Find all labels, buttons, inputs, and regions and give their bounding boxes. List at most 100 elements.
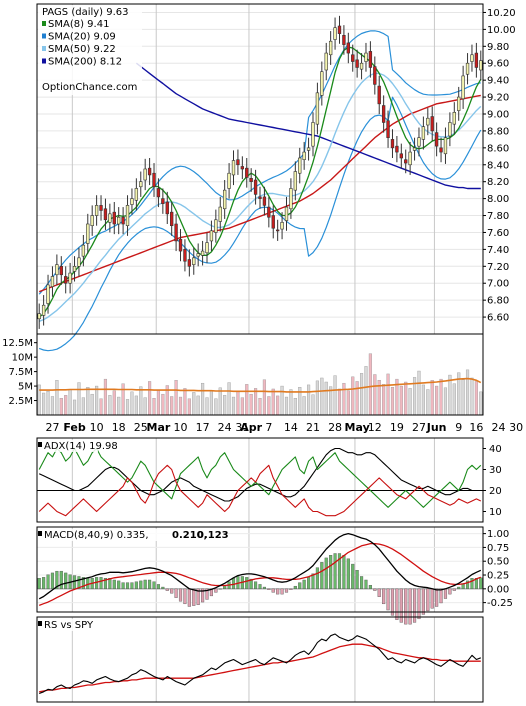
volume-bar [417,370,421,416]
volume-bar [240,397,244,416]
volume-tick-label: 7.5M [8,367,33,378]
volume-bar [373,374,377,416]
candle-down [342,35,346,45]
x-tick-label: 10 [174,421,188,434]
candle-up [320,71,324,96]
adx-panel-frame [36,437,484,523]
macd-histogram-bar [64,572,68,590]
volume-bar [72,399,77,416]
macd-histogram-bar [152,581,156,590]
volume-bar [143,397,147,416]
macd-histogram-bar [174,588,178,598]
candle-up [284,206,289,221]
rs-panel-frame [36,616,484,703]
volume-bar [201,382,205,416]
volume-bar [355,381,359,416]
price-tick-label: 9.00 [487,110,509,121]
macd-histogram-bar [329,555,333,590]
macd-histogram-bar [117,580,121,590]
macd-histogram-bar [417,588,421,620]
macd-histogram-bar [280,588,284,595]
price-tick-label: 6.80 [487,296,509,307]
candle-up [192,257,196,265]
volume-bar [183,388,187,416]
rs-title: RS vs SPY [44,620,94,631]
volume-tick-label: 10M [12,353,33,364]
x-tick-label: 10 [90,421,104,434]
volume-bar [399,385,403,416]
candle-up [46,284,50,304]
macd-histogram-bar [412,588,417,623]
price-tick-label: 8.80 [487,126,509,137]
x-tick-label: Apr [240,421,262,434]
candle-up [205,242,209,254]
volume-bar [130,391,134,416]
candle-up [448,122,452,137]
candle-down [170,211,174,226]
macd-histogram-bar [37,578,41,590]
candle-up [280,222,284,230]
candle-up [108,213,112,223]
macd-histogram-bar [408,588,412,625]
macd-histogram-bar [245,577,249,590]
candle-up [81,244,86,257]
legend-entry: SMA(50) 9.22 [48,44,116,55]
macd-histogram-bar [479,577,483,590]
macd-histogram-bar [165,588,169,591]
candle-down [165,201,169,215]
x-tick-label: 28 [328,421,342,434]
volume-bar [346,390,350,416]
volume-bar [262,379,266,416]
macd-histogram-bar [364,579,368,590]
candle-down [59,266,63,276]
x-tick-label: 7 [265,421,272,434]
candle-up [461,75,465,100]
candle-down [64,276,68,284]
volume-bar [68,389,72,416]
candle-up [421,126,426,140]
volume-bar [289,389,293,416]
price-tick-label: 8.40 [487,160,509,171]
macd-histogram-bar [302,579,306,590]
price-tick-label: 10.20 [487,8,516,19]
candle-up [479,60,483,71]
price-tick-label: 7.20 [487,262,509,273]
volume-bar [284,396,289,416]
sma50-line [38,94,481,293]
macd-histogram-bar [99,577,103,590]
x-tick-label: 12 [368,421,382,434]
candle-down [271,215,275,229]
rs-line [39,633,481,695]
candle-down [404,159,408,164]
macd-histogram-value: 0.123 [197,530,229,541]
macd-histogram-bar [59,570,63,590]
candle-up [68,272,72,284]
macd-histogram-bar [50,572,55,590]
candle-up [72,266,77,272]
candle-down [258,196,262,199]
candle-up [86,223,90,244]
macd-histogram-bar [368,585,372,590]
legend-swatch [42,58,46,64]
x-tick-label: 19 [390,421,404,434]
volume-bar [337,388,342,416]
candle-down [161,198,165,204]
macd-histogram-bar [178,588,183,602]
volume-bar [364,366,368,416]
volume-bar [426,389,430,416]
volume-bar [254,388,258,416]
macd-histogram-bar [218,588,222,590]
macd-histogram-bar [125,582,130,590]
volume-tick-label: 12.5M [2,338,33,349]
volume-bar [452,383,456,416]
macd-histogram-bar [404,588,408,625]
candle-down [178,238,183,252]
adx-series-di [38,447,482,508]
volume-bar [249,393,253,416]
candle-up [306,147,311,151]
macd-histogram-bar [284,588,289,593]
candle-down [103,208,108,221]
candle-up [452,112,456,125]
volume-bar [209,391,213,416]
